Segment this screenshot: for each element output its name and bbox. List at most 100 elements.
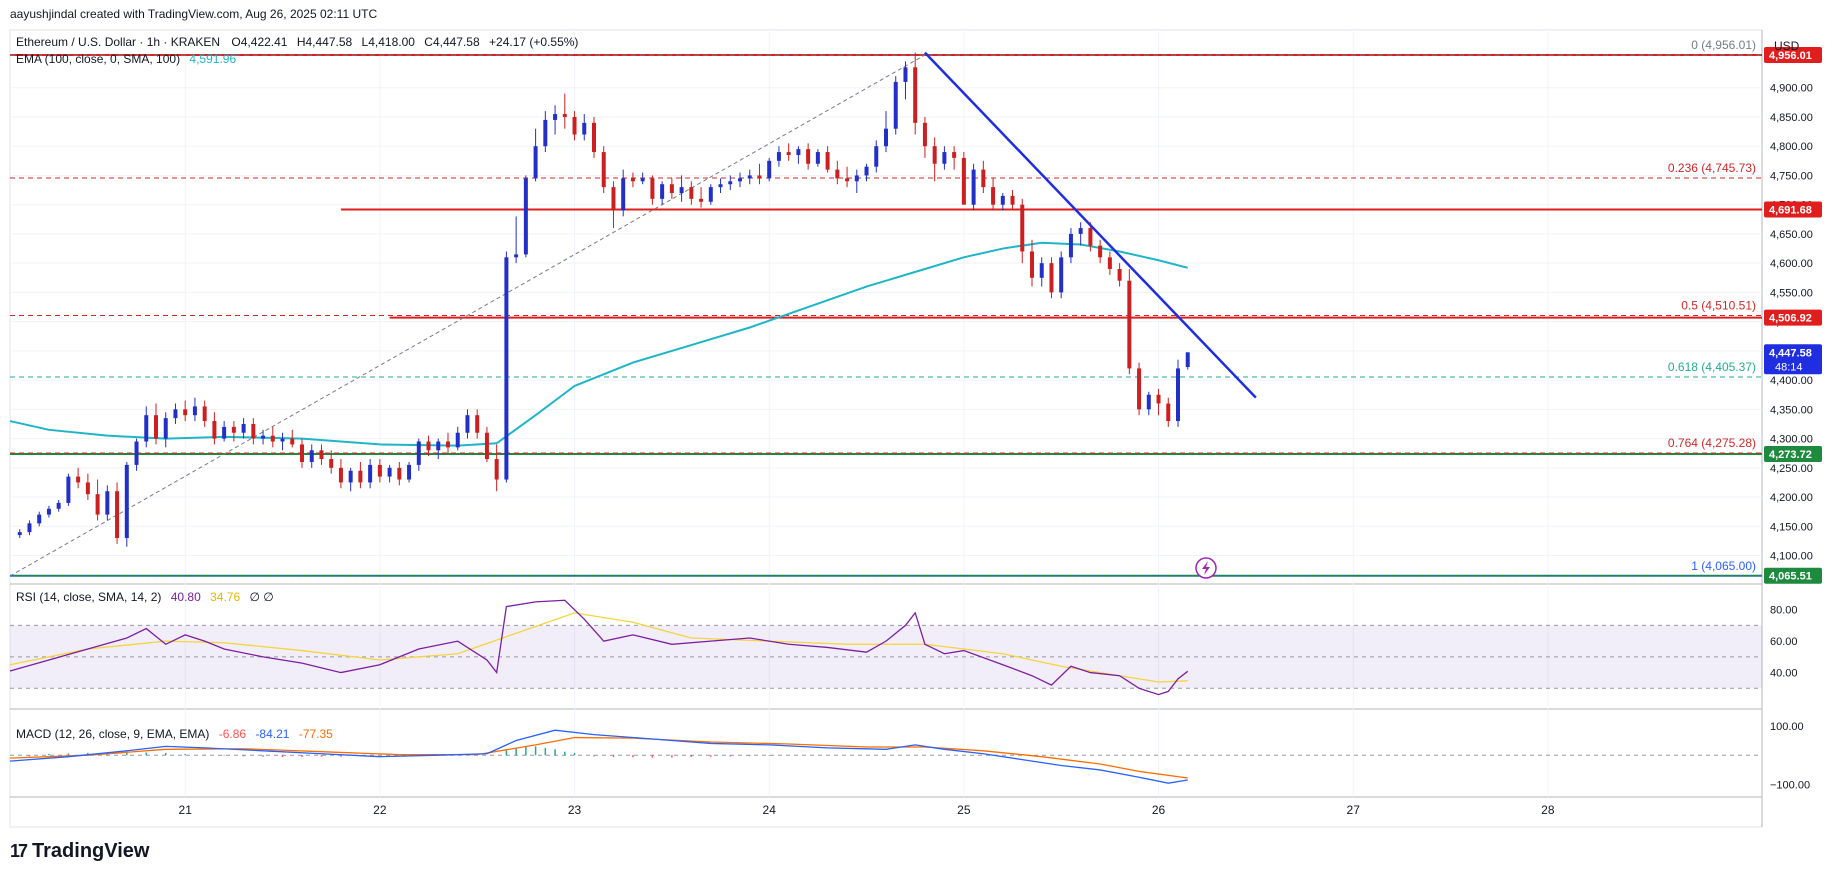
tradingview-wordmark: TradingView [32, 840, 150, 862]
price-tick-15: 4,850.00 [1770, 112, 1813, 124]
price-tick-5: 4,350.00 [1770, 404, 1813, 416]
candle-body-51 [514, 254, 519, 258]
candle-body-50 [504, 257, 509, 480]
candle-body-89 [884, 128, 888, 147]
macd-label: MACD (12, 26, close, 9, EMA, EMA) [16, 727, 209, 741]
candle-body-5 [66, 476, 71, 503]
candle-body-85 [845, 178, 850, 182]
macd-signal-value: -77.35 [299, 727, 333, 741]
fib-label-0: 0 (4,956.01) [1691, 38, 1756, 52]
bearish-trendline [924, 51, 1257, 399]
candle-body-95 [942, 152, 947, 164]
price-tick-3: 4,250.00 [1770, 463, 1813, 475]
svg-text:EMA (100, close, 0, SMA, 100): EMA (100, close, 0, SMA, 100) 4,591.96 [16, 52, 236, 66]
rsi-tick-1: 60.00 [1770, 636, 1798, 648]
tradingview-logo-icon: 17 [10, 841, 28, 861]
candle-body-44 [446, 441, 450, 448]
candle-body-65 [650, 178, 655, 199]
time-tick-3: 24 [763, 803, 777, 817]
candle-body-86 [854, 175, 859, 182]
candle-body-81 [806, 149, 811, 164]
price-tag-p4273: 4,273.72 [1769, 449, 1812, 461]
candle-body-72 [718, 184, 723, 188]
price-tick-0: 4,100.00 [1770, 551, 1813, 563]
candle-body-35 [358, 470, 363, 483]
candle-body-53 [533, 146, 538, 179]
candle-body-120 [1185, 352, 1190, 368]
candle-body-14 [154, 415, 158, 439]
price-tag-bg-p4065 [1764, 567, 1822, 584]
fib-label-1: 0.236 (4,745.73) [1668, 161, 1756, 175]
candle-body-39 [397, 467, 402, 480]
candle-body-90 [893, 81, 898, 129]
alert-icon[interactable] [1195, 557, 1217, 579]
price-chart[interactable]: 0 (4,956.01) 0.236 (4,745.73) 0.5 (4,510.5… [0, 0, 1835, 835]
price-tick-16: 4,900.00 [1770, 83, 1813, 95]
candle-body-88 [874, 146, 879, 167]
price-tick-10: 4,600.00 [1770, 258, 1813, 270]
candle-body-110 [1088, 228, 1093, 246]
fibonacci-levels: 0 (4,956.01) 0.236 (4,745.73) 0.5 (4,510.5… [9, 38, 1762, 577]
time-axis[interactable]: 21 22 23 24 25 26 27 28 [179, 803, 1555, 817]
candle-body-70 [699, 198, 704, 202]
candle-body-80 [796, 149, 801, 155]
candle-body-78 [776, 152, 781, 161]
price-axis[interactable]: 4,100.00 4,150.00 4,200.00 4,250.00 4,300.00… [1770, 83, 1813, 792]
candle-body-23 [241, 423, 246, 433]
rsi-ma-value: 34.76 [210, 590, 240, 604]
rsi-value: 40.80 [171, 590, 201, 604]
candle-body-63 [630, 178, 635, 182]
tradingview-logo[interactable]: 17 TradingView [10, 840, 149, 863]
candle-body-20 [212, 421, 217, 439]
price-tag-p4065: 4,065.51 [1769, 571, 1812, 583]
candle-body-4 [56, 502, 61, 509]
candle-body-74 [738, 178, 742, 182]
price-tick-4: 4,300.00 [1770, 434, 1813, 446]
rsi-tick-2: 40.00 [1770, 668, 1798, 680]
candle-body-34 [348, 470, 353, 483]
time-tick-2: 23 [568, 803, 582, 817]
candle-body-43 [436, 441, 441, 451]
candle-body-26 [270, 435, 275, 442]
rsi-tick-0: 80.00 [1770, 605, 1798, 617]
candle-body-48 [484, 432, 489, 460]
candle-body-97 [961, 157, 966, 205]
candle-body-47 [475, 415, 480, 433]
candle-body-13 [144, 415, 149, 442]
symbol-label: Ethereum / U.S. Dollar · 1h · KRAKEN [16, 35, 220, 49]
time-tick-1: 22 [373, 803, 387, 817]
candle-body-69 [689, 187, 694, 199]
candle-body-116 [1146, 394, 1151, 410]
trendline[interactable] [924, 51, 1257, 399]
candle-body-18 [192, 406, 197, 416]
candle-body-32 [329, 459, 334, 468]
candle-body-92 [913, 67, 918, 123]
candle-body-76 [757, 175, 762, 179]
candle-body-101 [1000, 195, 1005, 205]
candle-body-83 [825, 152, 830, 170]
price-tag-p4691: 4,691.68 [1769, 205, 1812, 217]
candle-body-91 [903, 67, 908, 82]
candle-body-30 [309, 450, 314, 462]
candle-body-2 [37, 514, 42, 524]
price-tag-countdown: 48:14 [1775, 361, 1803, 373]
candle-body-52 [523, 178, 528, 255]
candles [17, 52, 1190, 547]
rsi-label: RSI (14, close, SMA, 14, 2) [16, 590, 161, 604]
candle-body-96 [952, 152, 957, 158]
fib-diagonal [9, 54, 926, 577]
currency-label: USD [1774, 39, 1800, 53]
candle-body-46 [465, 415, 470, 433]
price-tick-11: 4,650.00 [1770, 229, 1813, 241]
ohlc-low: L4,418.00 [362, 35, 416, 49]
candle-body-27 [280, 438, 285, 442]
candle-body-33 [338, 467, 343, 483]
candle-body-59 [592, 122, 596, 153]
candle-body-54 [543, 119, 548, 147]
candle-body-24 [251, 423, 256, 439]
candle-body-17 [183, 409, 188, 416]
price-tag-bg-p4447 [1764, 344, 1822, 375]
candle-body-29 [300, 444, 304, 462]
candle-body-8 [95, 494, 100, 515]
candle-body-117 [1156, 394, 1161, 404]
